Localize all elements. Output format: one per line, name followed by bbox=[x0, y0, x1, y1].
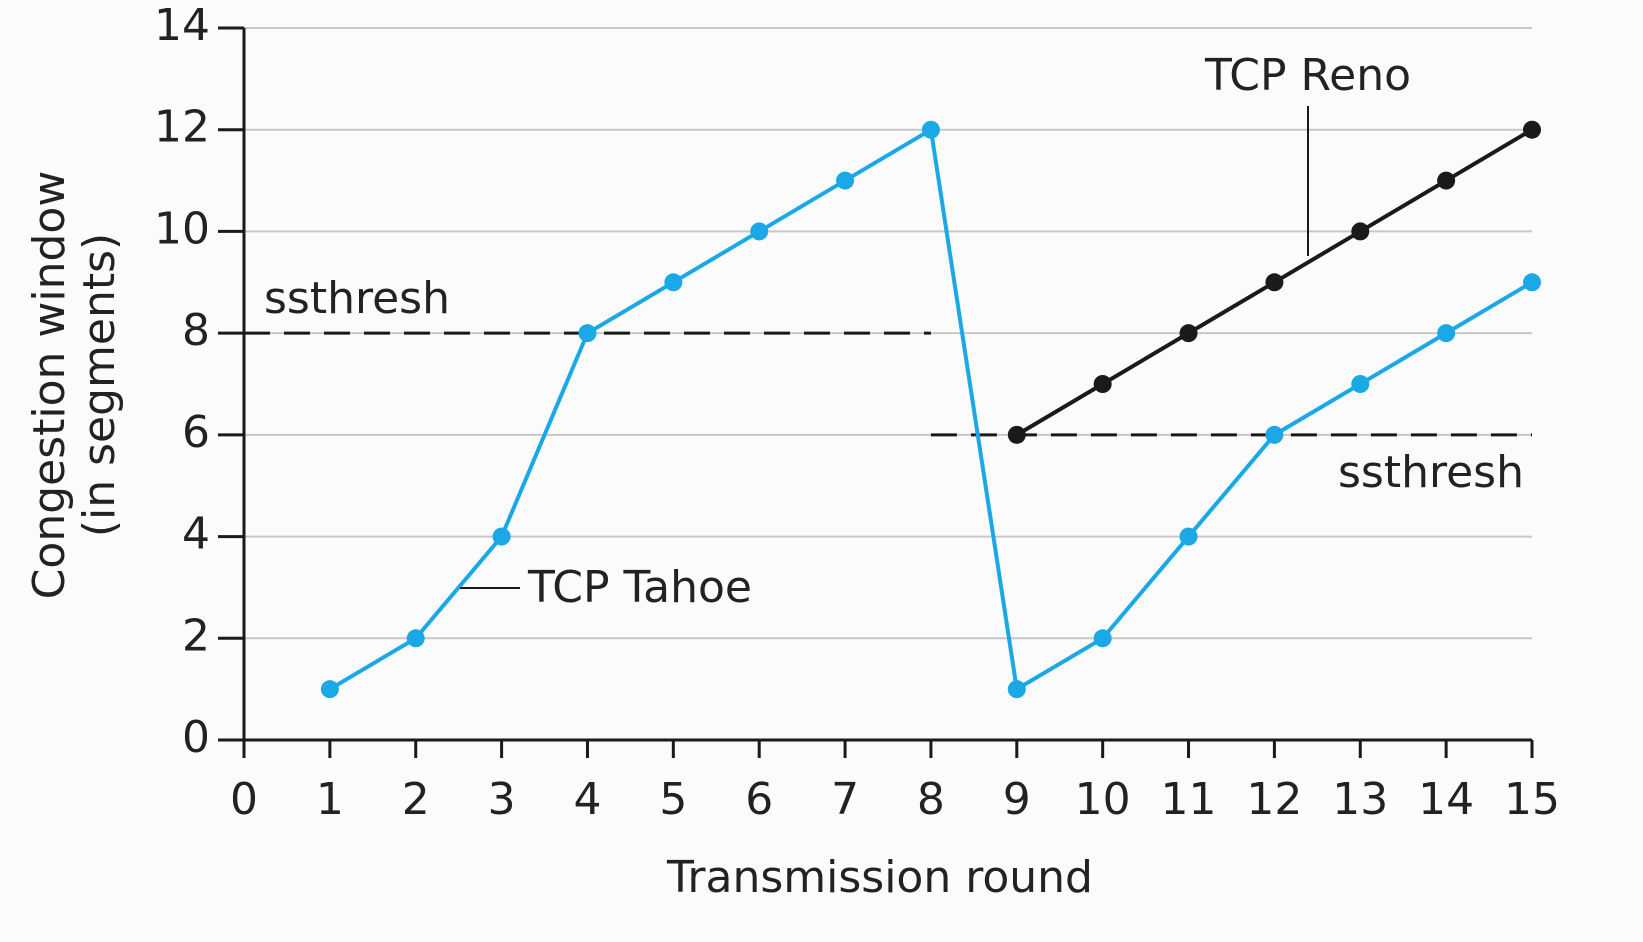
x-tick-label: 3 bbox=[488, 774, 516, 825]
data-point bbox=[1437, 324, 1456, 343]
y-tick-label: 0 bbox=[182, 712, 210, 763]
series-label: TCP Tahoe bbox=[527, 562, 752, 613]
y-tick-label: 12 bbox=[154, 102, 210, 153]
data-point bbox=[1265, 273, 1284, 292]
y-tick-label: 8 bbox=[182, 305, 210, 356]
data-point bbox=[1523, 273, 1541, 292]
data-point bbox=[1179, 527, 1198, 546]
x-tick-label: 6 bbox=[745, 774, 773, 825]
y-tick-label: 6 bbox=[182, 407, 210, 458]
data-point bbox=[1351, 375, 1370, 393]
x-tick-label: 5 bbox=[659, 774, 687, 825]
data-point bbox=[1007, 680, 1026, 699]
x-tick-label: 4 bbox=[573, 774, 601, 825]
x-tick-label: 14 bbox=[1418, 774, 1474, 825]
threshold-label: ssthresh bbox=[264, 273, 450, 324]
data-point bbox=[1179, 324, 1198, 343]
data-point bbox=[1351, 222, 1370, 241]
data-point bbox=[1007, 425, 1026, 444]
y-tick-label: 14 bbox=[154, 0, 210, 51]
data-point bbox=[836, 171, 855, 190]
data-point bbox=[1265, 425, 1284, 444]
x-tick-label: 2 bbox=[402, 774, 430, 825]
data-point bbox=[320, 680, 339, 699]
y-axis-label: Congestion window bbox=[24, 171, 75, 600]
series-label: TCP Reno bbox=[1204, 50, 1411, 101]
data-point bbox=[921, 120, 940, 139]
x-tick-label: 10 bbox=[1075, 774, 1131, 825]
y-tick-label: 2 bbox=[182, 610, 210, 661]
data-point bbox=[664, 273, 683, 292]
data-point bbox=[1523, 120, 1541, 139]
x-tick-label: 13 bbox=[1332, 774, 1388, 825]
data-point bbox=[750, 222, 769, 241]
data-point bbox=[1093, 629, 1112, 648]
x-tick-label: 11 bbox=[1161, 774, 1217, 825]
y-tick-label: 4 bbox=[182, 509, 210, 560]
x-tick-label: 0 bbox=[230, 774, 258, 825]
x-tick-label: 9 bbox=[1003, 774, 1031, 825]
data-point bbox=[578, 324, 597, 343]
threshold-label: ssthresh bbox=[1338, 447, 1524, 498]
x-tick-label: 1 bbox=[316, 774, 344, 825]
x-tick-label: 7 bbox=[831, 774, 859, 825]
x-tick-label: 12 bbox=[1246, 774, 1302, 825]
data-point bbox=[406, 629, 425, 648]
x-axis-label: Transmission round bbox=[666, 852, 1093, 903]
x-tick-label: 8 bbox=[917, 774, 945, 825]
y-tick-label: 10 bbox=[154, 203, 210, 254]
data-point bbox=[492, 527, 511, 546]
data-point bbox=[1093, 375, 1112, 393]
x-tick-label: 15 bbox=[1504, 774, 1560, 825]
data-point bbox=[1437, 171, 1456, 190]
y-axis-label: (in segments) bbox=[74, 233, 125, 537]
